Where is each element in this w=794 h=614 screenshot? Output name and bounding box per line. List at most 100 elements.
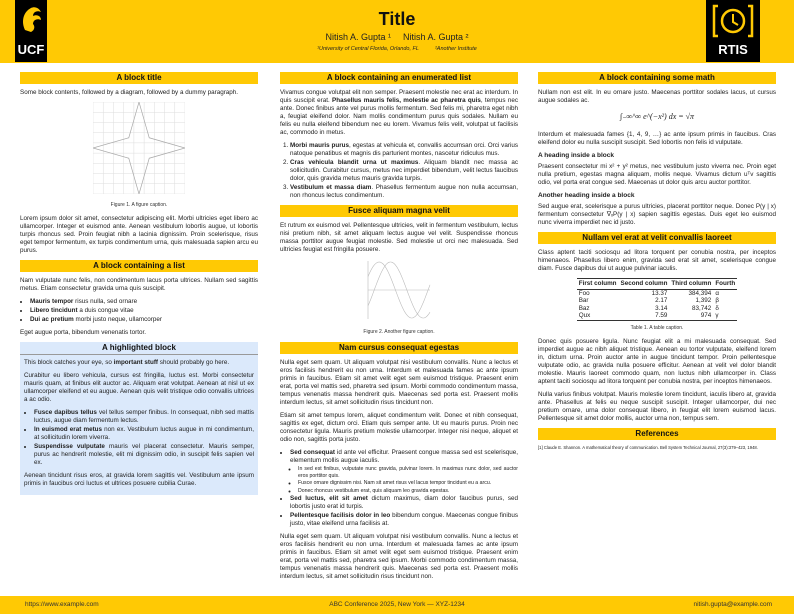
paragraph: Nulla eget sem quam. Ut aliquam volutpat… [280, 533, 518, 580]
column-1: A block title Some block contents, follo… [20, 72, 258, 500]
figure-caption: Figure 2. Another figure caption. [363, 329, 435, 335]
table-cell: β [715, 297, 719, 304]
paragraph: Interdum et malesuada fames {1, 4, 9, …}… [538, 131, 776, 146]
affiliation: ¹University of Central Florida, Orlando,… [317, 46, 419, 52]
table-row: Baz 3.14 83,742 δ [577, 305, 738, 313]
block-title: A block title [20, 72, 258, 84]
list-item: Mauris tempor risus nulla, sed ornare [30, 298, 258, 306]
affiliations: ¹University of Central Florida, Orlando,… [0, 46, 794, 52]
table-cell: Baz [578, 304, 590, 312]
pegasus-icon [23, 7, 41, 33]
sub-item: Fusce ornare dignissim nisi. Nam sit ame… [298, 480, 518, 487]
poster-title: Title [378, 9, 416, 29]
block-title: Nullam vel erat at velit convallis laore… [538, 232, 776, 244]
table-cell: 974 [669, 312, 714, 321]
table-cell: 1,392 [695, 297, 712, 304]
block-title: References [538, 427, 776, 440]
block-title: A block containing an enumerated list [280, 72, 518, 84]
data-table: First column Second column Third column Fou… [576, 278, 738, 321]
table-row: Bar 2.17 1,392 β [577, 297, 738, 305]
paragraph: This block catches your eye, so importan… [24, 359, 230, 366]
table-cell: 13.37 [651, 289, 668, 297]
table-cell: Qux [576, 312, 619, 321]
figure-1 [20, 100, 258, 197]
block-title: A block containing a list [20, 260, 258, 272]
subheading: A heading inside a block [538, 152, 614, 159]
column-2: A block containing an enumerated list Vi… [280, 72, 518, 586]
paragraph: Etiam sit amet tempus lorem, aliquet con… [280, 412, 518, 443]
paragraph: Some block contents, followed by a diagr… [20, 89, 239, 96]
subheading: Another heading inside a block [538, 192, 635, 199]
paragraph: Eget augue porta, bibendum venenatis tor… [20, 329, 147, 336]
table-caption: Table 1. A table caption. [630, 324, 684, 331]
email-link[interactable]: nitish.gupta@example.com [693, 601, 773, 608]
table-row: Foo 13.37 384,394 α [577, 289, 738, 297]
paragraph: Vivamus congue volutpat elit non semper.… [280, 89, 518, 136]
list-item: In euismod erat metus non ex. Vestibulum… [34, 426, 254, 442]
paragraph: Aenean tincidunt risus eros, at gravida … [24, 472, 254, 487]
list-item: Fusce dapibus tellus vel tellus semper f… [34, 409, 254, 425]
rtis-logo: RTIS [706, 0, 760, 62]
paragraph: Nulla varius finibus volutpat. Mauris mo… [538, 390, 776, 422]
poster-header: UCF Title Nitish A. Gupta ¹ Nitish A. Gup… [0, 0, 794, 63]
table-cell: 2.17 [655, 297, 668, 304]
equation: ∫₋∞^∞ e^(−x²) dx = √π [619, 112, 695, 121]
conference-info: ABC Conference 2025, New York — XYZ-1234 [329, 601, 465, 608]
website-link[interactable]: https://www.example.com [25, 601, 99, 608]
sine-plot [367, 261, 431, 319]
list-item: Sed consequat id ante vel efficitur. Pra… [290, 449, 518, 494]
clock-icon [712, 4, 754, 38]
list-item: Cras vehicula blandit urna ut maximus. A… [290, 159, 518, 183]
ucf-logo: UCF [15, 0, 47, 62]
block-title: Nam cursus consequat egestas [280, 342, 518, 354]
block-title: A highlighted block [20, 342, 258, 355]
paragraph: Class aptent taciti sociosqu ad litora t… [538, 249, 776, 272]
poster-footer: https://www.example.com ABC Conference 2… [0, 596, 794, 614]
figure-caption: Figure 1. A figure caption. [110, 202, 168, 208]
table-row: Qux 7.59 974 γ [576, 312, 738, 321]
enumerated-list: Morbi mauris purus, egestas at vehicula … [290, 142, 518, 200]
star-diagram [91, 100, 187, 196]
paragraph: Donec quis posuere ligula. Nunc feugiat … [538, 337, 776, 385]
paragraph: Nullam non est elit. In eu ornare justo.… [538, 89, 776, 104]
affiliation: ²Another Institute [434, 46, 477, 52]
block-title: A block containing some math [538, 72, 776, 84]
table-cell: 7.59 [618, 312, 670, 321]
list-item: Dui ac pretium morbi justo neque, ullamc… [30, 316, 258, 324]
sub-item: In sed est finibus, vulputate nunc gravi… [298, 466, 518, 479]
author: Nitish A. Gupta ¹ [325, 32, 391, 42]
paragraph: Nam vulputate nunc felis, non condimentu… [20, 277, 258, 292]
paragraph: Praesent consectetur mi x² + y² metus, n… [538, 163, 776, 186]
list-item: Sed luctus, elit sit amet dictum maximus… [290, 495, 518, 511]
list-item: Suspendisse vulputate mauris vel placera… [34, 443, 254, 467]
table-cell: Foo [578, 289, 590, 297]
paragraph: Et rutrum ex euismod vel. Pellentesque u… [280, 222, 518, 253]
block-title: Fusce aliquam magna velit [280, 205, 518, 217]
table-cell: 83,742 [692, 304, 712, 312]
list-item: Libero tincidunt a duis congue vitae [30, 307, 258, 315]
sub-item: Donec rhoncus vestibulum erat, quis aliq… [298, 488, 518, 495]
paragraph: Lorem ipsum dolor sit amet, consectetur … [20, 215, 258, 254]
column-header: Fourth [713, 278, 738, 290]
sub-list: In sed est finibus, vulputate nunc gravi… [298, 466, 518, 494]
column-header: First column [576, 278, 619, 290]
list-item: Vestibulum et massa diam. Phasellus ferm… [290, 184, 518, 200]
bullet-list: Fusce dapibus tellus vel tellus semper f… [34, 409, 254, 467]
bullet-list: Sed consequat id ante vel efficitur. Pra… [290, 449, 518, 528]
authors: Nitish A. Gupta ¹ Nitish A. Gupta ² [0, 32, 794, 42]
table-cell: Bar [578, 297, 589, 304]
table-cell: α [715, 289, 719, 297]
table-cell: γ [713, 312, 738, 321]
table-cell: δ [715, 304, 719, 312]
table-cell: 3.14 [655, 304, 668, 312]
paragraph: Curabitur eu libero vehicula, cursus est… [24, 372, 254, 403]
column-header: Second column [618, 278, 670, 290]
author: Nitish A. Gupta ² [403, 32, 469, 42]
paragraph: Sed augue erat, scelerisque a purus ultr… [538, 203, 776, 226]
paragraph: Nulla eget sem quam. Ut aliquam volutpat… [280, 359, 518, 406]
column-header: Third column [669, 278, 714, 290]
column-3: A block containing some math Nullam non … [538, 72, 776, 451]
table-cell: 384,394 [688, 289, 712, 297]
figure-2 [280, 259, 518, 324]
bullet-list: Mauris tempor risus nulla, sed ornare Li… [30, 298, 258, 324]
